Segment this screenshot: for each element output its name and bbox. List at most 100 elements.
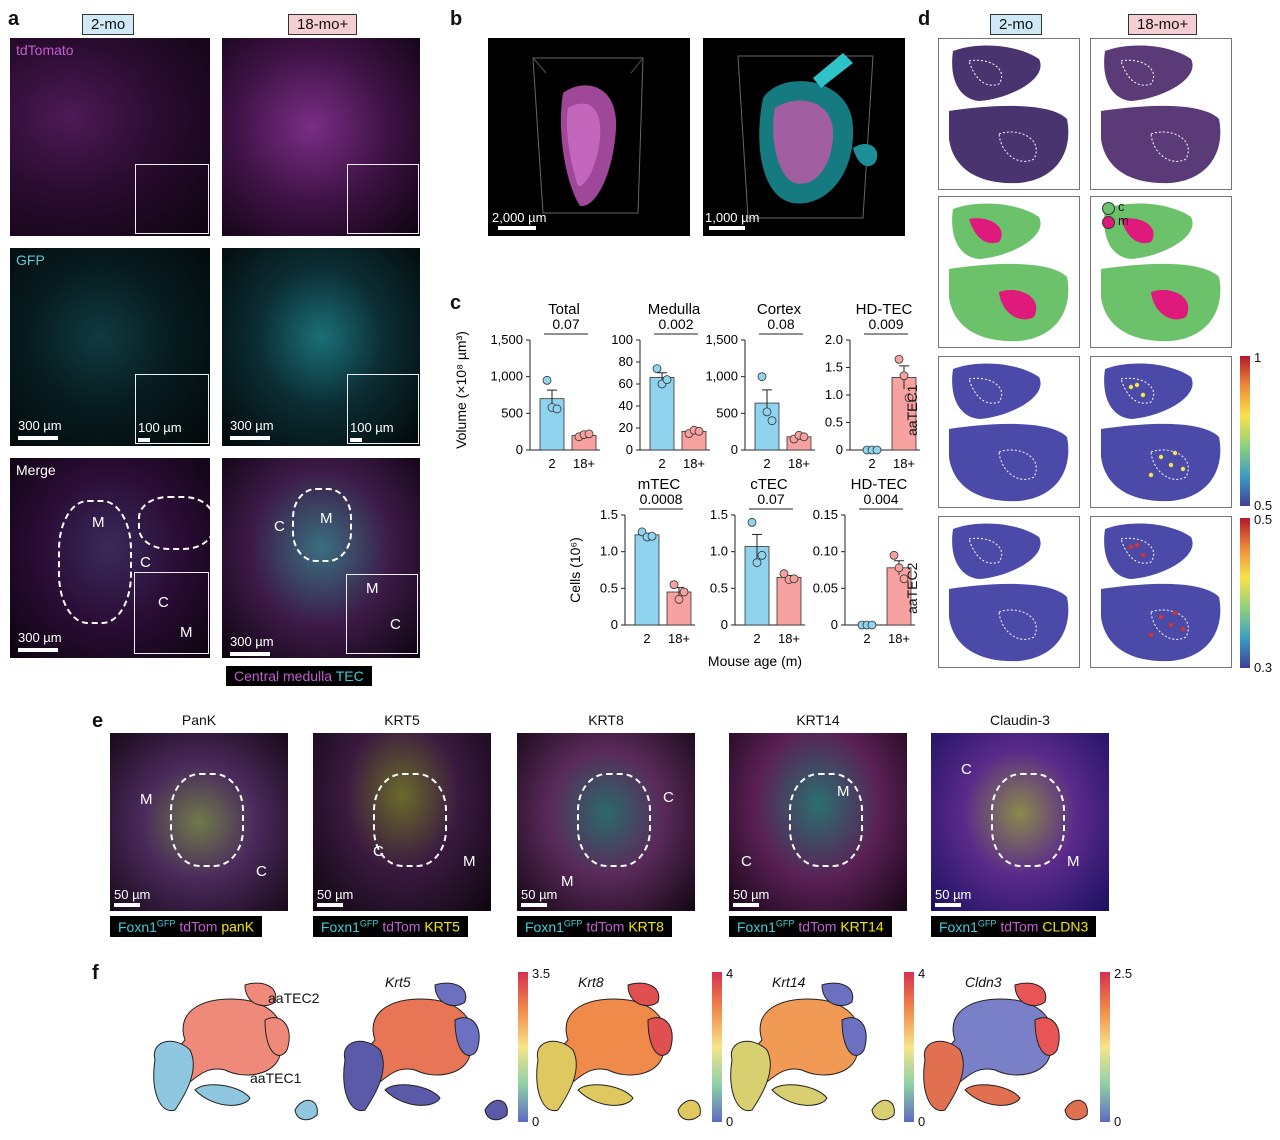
region-label-medulla: M: [366, 580, 379, 597]
volume-render-old: 1,000 µm: [703, 38, 905, 236]
legend-central-medulla-tec: Central medulla TEC: [226, 666, 372, 686]
visium-section: [1090, 356, 1232, 508]
region-label-cortex: C: [390, 616, 401, 633]
high-score-spot: [1128, 384, 1134, 390]
bar: [634, 534, 660, 626]
data-point: [552, 404, 562, 414]
y-tick-label: 1,000: [490, 369, 523, 384]
y-tick-label: 500: [716, 405, 738, 420]
ylabel-volume: Volume (×10⁸ µm³): [453, 331, 469, 449]
micro-merge-old: C M M C 300 µm: [222, 458, 420, 658]
high-score-spot: [1180, 626, 1186, 632]
legend-marker: KRT14: [840, 918, 884, 935]
y-tick-label: 1,500: [705, 332, 738, 347]
pvalue-label: 0.07: [552, 316, 579, 332]
y-tick-label: 1.5: [600, 507, 618, 522]
umap-aatec2: [434, 982, 467, 1007]
data-point: [674, 594, 684, 604]
medulla-outline: [968, 377, 1002, 404]
high-score-spot: [1148, 472, 1154, 478]
y-tick-label: 100: [611, 332, 633, 347]
medulla-outline: [1120, 59, 1154, 86]
medulla-outline: [292, 488, 352, 562]
umap-aatec2: [244, 982, 277, 1007]
x-tick-label: 18+: [888, 631, 910, 646]
region-label-cortex: C: [158, 594, 169, 611]
high-score-spot: [1172, 450, 1178, 456]
high-score-spot: [1158, 614, 1164, 620]
region-label: M: [561, 873, 574, 890]
micro-tdtomato-young: tdTomato 300 µm 100 µm: [10, 38, 210, 236]
scale-bar: [230, 436, 270, 440]
panel-letter-d: d: [918, 8, 931, 30]
legend-marker: panK: [221, 918, 255, 935]
data-point: [899, 574, 909, 584]
data-point: [757, 550, 767, 560]
y-tick-label: 80: [619, 354, 633, 369]
colorbar-max: 1: [1254, 350, 1262, 365]
micro-gfp-old: 300 µm 100 µm: [222, 248, 420, 446]
panel-letter-a: a: [8, 8, 20, 30]
pvalue-label: 0.07: [757, 491, 784, 507]
inset: [347, 374, 419, 444]
stain-image: C M 50 µm: [931, 733, 1109, 911]
tissue-lobe: [952, 45, 1041, 101]
gene-colorbar: [904, 972, 914, 1122]
x-tick-label: 18+: [573, 456, 595, 471]
row-label-aatec1: aaTEC1: [904, 384, 920, 436]
colorbar-min: 0: [918, 1114, 926, 1129]
colorbar-max: 4: [726, 966, 734, 981]
umap-gene: [730, 982, 895, 1121]
colorbar-aatec2: [1240, 518, 1250, 668]
data-point: [662, 375, 672, 384]
tissue-lobe: [1101, 105, 1221, 184]
panel-letter-b: b: [450, 8, 463, 30]
x-tick-label: 2: [753, 631, 760, 646]
x-tick-label: 2: [868, 456, 875, 471]
scale-bar: [230, 652, 270, 656]
medulla-region: [969, 218, 1002, 244]
y-tick-label: 0: [836, 442, 843, 457]
panel-letter-e: e: [92, 710, 104, 732]
channel-label-gfp: GFP: [16, 252, 45, 268]
xlabel-mouse-age: Mouse age (m): [708, 653, 802, 669]
gene-colorbar: [1100, 972, 1110, 1122]
stain-title: KRT5: [384, 712, 420, 728]
umap-cluster: [677, 1100, 701, 1121]
inset: [347, 164, 419, 234]
visium-section: [938, 516, 1080, 668]
scale-bar: [521, 903, 547, 907]
high-score-spot: [1148, 632, 1154, 638]
inset: [134, 572, 209, 654]
tissue-lobe: [949, 423, 1069, 502]
stain-title: KRT14: [796, 712, 840, 728]
y-tick-label: 0.5: [600, 580, 618, 595]
tissue-shape: [1101, 45, 1221, 184]
x-tick-label: 2: [763, 456, 770, 471]
tissue-shape: [1101, 203, 1221, 342]
bar: [776, 576, 802, 626]
y-tick-label: 0: [731, 442, 738, 457]
medulla-region: [999, 289, 1037, 320]
scale-label: 100 µm: [138, 420, 182, 435]
scale-bar: [733, 903, 759, 907]
bar-chart-1: Medulla 0 20 40 60 80 100 2 18+ 0.002: [611, 301, 710, 471]
bar-chart-0: Total 0 500 1,000 1,500 2 18+ 0.07: [490, 301, 600, 471]
scale-label: 2,000 µm: [492, 210, 547, 225]
scale-label: 50 µm: [114, 887, 151, 902]
region-label: C: [663, 789, 674, 806]
y-tick-label: 0.5: [825, 415, 843, 430]
stain-legend: Foxn1GFP tdTom KRT5: [313, 916, 468, 937]
legend-marker: KRT5: [424, 918, 460, 935]
legend-tdtom: tdTom: [996, 918, 1043, 935]
data-point: [679, 587, 689, 597]
x-tick-label: 2: [658, 456, 665, 471]
colorbar-max: 0.5: [1254, 512, 1273, 527]
y-tick-label: 0.10: [813, 544, 838, 559]
tissue-shape: [949, 363, 1069, 502]
data-point: [652, 364, 662, 373]
data-point: [584, 429, 594, 439]
x-tick-label: 18+: [788, 456, 810, 471]
age-tag-old: 18-mo+: [1128, 14, 1198, 35]
cluster-label-aatec1: aaTEC1: [250, 1070, 302, 1086]
